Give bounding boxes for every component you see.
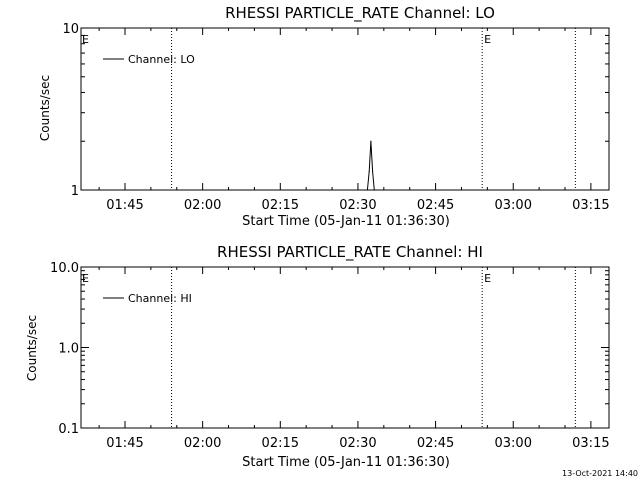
x-tick-label: 03:15 [572, 436, 609, 451]
y-tick-label: 1 [71, 184, 79, 199]
x-tick-label: 02:30 [339, 198, 376, 213]
chart-title: RHESSI PARTICLE_RATE Channel: LO [225, 4, 495, 23]
x-tick-label: 01:45 [106, 436, 143, 451]
x-tick-label: 02:00 [184, 198, 221, 213]
x-axis-label: Start Time (05-Jan-11 01:36:30) [242, 214, 450, 229]
data-point [370, 140, 372, 142]
y-axis-label: Counts/sec [25, 315, 39, 381]
time-marker-label: E [82, 33, 89, 46]
y-tick-label: 1.0 [58, 342, 79, 357]
legend-label: Channel: LO [128, 53, 195, 66]
x-tick-label: 02:15 [262, 436, 299, 451]
y-tick-label: 0.1 [58, 422, 79, 437]
time-marker-label: E [484, 33, 491, 46]
series-line [366, 141, 375, 191]
y-tick-label: 10 [62, 22, 79, 37]
x-tick-label: 03:15 [572, 198, 609, 213]
chart-panel-hi: RHESSI PARTICLE_RATE Channel: HI Start T… [25, 243, 610, 470]
x-axis-label: Start Time (05-Jan-11 01:36:30) [242, 455, 450, 470]
x-tick-label: 02:45 [417, 436, 454, 451]
y-tick-label: 10.0 [50, 261, 79, 276]
x-tick-label: 01:45 [106, 198, 143, 213]
footer-timestamp: 13-Oct-2021 14:40 [562, 469, 638, 478]
legend-label: Channel: HI [128, 292, 192, 305]
data-point [373, 189, 375, 191]
x-tick-label: 02:00 [184, 436, 221, 451]
y-axis-label: Counts/sec [38, 75, 52, 141]
x-tick-label: 03:00 [495, 436, 532, 451]
plot-frame [80, 27, 610, 191]
data-point [372, 170, 374, 173]
x-tick-label: 02:15 [262, 198, 299, 213]
x-tick-label: 02:45 [417, 198, 454, 213]
x-tick-label: 02:30 [339, 436, 376, 451]
chart-title: RHESSI PARTICLE_RATE Channel: HI [217, 243, 483, 262]
chart-panel-lo: RHESSI PARTICLE_RATE Channel: LO Start T… [38, 4, 610, 229]
data-point [368, 170, 370, 173]
time-marker-label: E [484, 272, 491, 285]
time-marker-label: E [82, 272, 89, 285]
x-tick-label: 03:00 [495, 198, 532, 213]
data-point [366, 189, 369, 191]
